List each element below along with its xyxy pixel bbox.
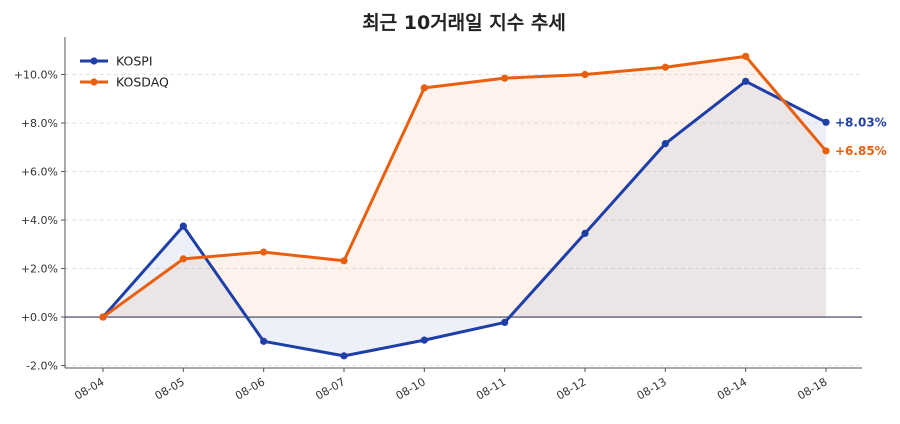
series-layer: [99, 52, 830, 360]
legend-item-kosdaq: KOSDAQ: [80, 75, 169, 90]
point-kosdaq-1: [179, 255, 187, 263]
x-tick-label-0: 08-04: [72, 375, 106, 402]
end-label-kosdaq: +6.85%: [835, 144, 887, 158]
x-tick-label-7: 08-13: [635, 375, 669, 402]
point-kosdaq-7: [661, 63, 669, 71]
point-kosdaq-9: [822, 147, 830, 155]
label-layer: +8.03% +6.85%: [835, 115, 887, 158]
point-kospi-2: [260, 337, 268, 345]
series-line-kospi: [101, 79, 827, 358]
x-tick-label-9: 08-18: [795, 375, 829, 402]
point-kospi-4: [420, 336, 428, 344]
point-kosdaq-2: [260, 248, 268, 256]
x-tick-label-2: 08-06: [233, 375, 267, 402]
y-tick-label-6: +10.0%: [14, 69, 58, 82]
legend-label-kosdaq: KOSDAQ: [116, 75, 169, 90]
point-kosdaq-4: [420, 84, 428, 92]
point-kosdaq-3: [340, 257, 348, 265]
y-tick-label-1: +0.0%: [21, 311, 58, 324]
x-tick-label-6: 08-12: [554, 375, 588, 402]
x-tick-label-1: 08-05: [153, 375, 187, 402]
y-tick-label-3: +4.0%: [21, 214, 58, 227]
point-kosdaq-6: [581, 70, 589, 79]
point-kospi-8: [742, 77, 750, 85]
legend-item-kospi: KOSPI: [80, 54, 153, 69]
point-kospi-6: [581, 229, 589, 237]
point-kospi-5: [501, 318, 509, 327]
x-tick-label-5: 08-11: [474, 375, 508, 402]
point-kosdaq-8: [742, 52, 750, 60]
x-tick-label-4: 08-10: [394, 375, 428, 402]
y-tick-label-0: -2.0%: [26, 360, 58, 373]
area-kospi: [103, 81, 826, 356]
x-tick-label-8: 08-14: [715, 375, 749, 402]
end-label-kospi: +8.03%: [835, 115, 887, 129]
legend-marker-kospi: [90, 57, 98, 65]
area-fill-layer: [103, 56, 826, 356]
series-line-kosdaq: [102, 54, 828, 319]
point-kosdaq-5: [501, 74, 509, 82]
legend: KOSPI KOSDAQ: [80, 54, 169, 90]
area-kosdaq: [103, 56, 826, 318]
legend-label-kospi: KOSPI: [116, 54, 153, 69]
point-kospi-3: [340, 352, 348, 360]
point-kosdaq-0: [99, 313, 107, 321]
y-tick-label-5: +8.0%: [21, 117, 58, 130]
y-tick-label-4: +6.0%: [21, 166, 58, 179]
chart-title: 최근 10거래일 지수 추세: [362, 12, 566, 34]
x-tick-label-3: 08-07: [313, 375, 347, 402]
point-kospi-1: [179, 222, 187, 230]
point-kospi-7: [661, 140, 669, 148]
point-kospi-9: [822, 118, 830, 126]
legend-marker-kosdaq: [90, 78, 98, 86]
y-tick-label-2: +2.0%: [21, 263, 58, 276]
